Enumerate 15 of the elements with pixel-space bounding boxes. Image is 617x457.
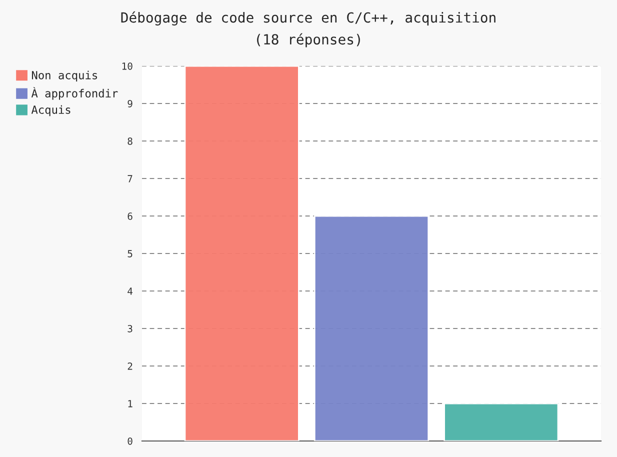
y-tick-label: 8 [128,138,132,145]
legend-label: Non acquis [32,70,98,82]
y-tick-label: 4 [128,288,133,295]
y-tick-label: 7 [128,175,132,182]
chart-title: Débogage de code source en C/C++, acquisition (18 réponses) [121,11,496,48]
legend-label: À approfondir [31,87,118,100]
y-tick-label: 3 [128,325,132,332]
y-tick-label: 9 [128,100,132,108]
y-tick-label: 10 [122,62,132,70]
y-tick-label: 6 [128,212,132,220]
y-tick-label: 2 [128,362,132,370]
y-tick-label: 0 [128,438,132,445]
y-tick-label: 1 [128,400,132,408]
y-tick-label: 5 [128,250,132,258]
legend-label: Acquis [31,105,70,116]
